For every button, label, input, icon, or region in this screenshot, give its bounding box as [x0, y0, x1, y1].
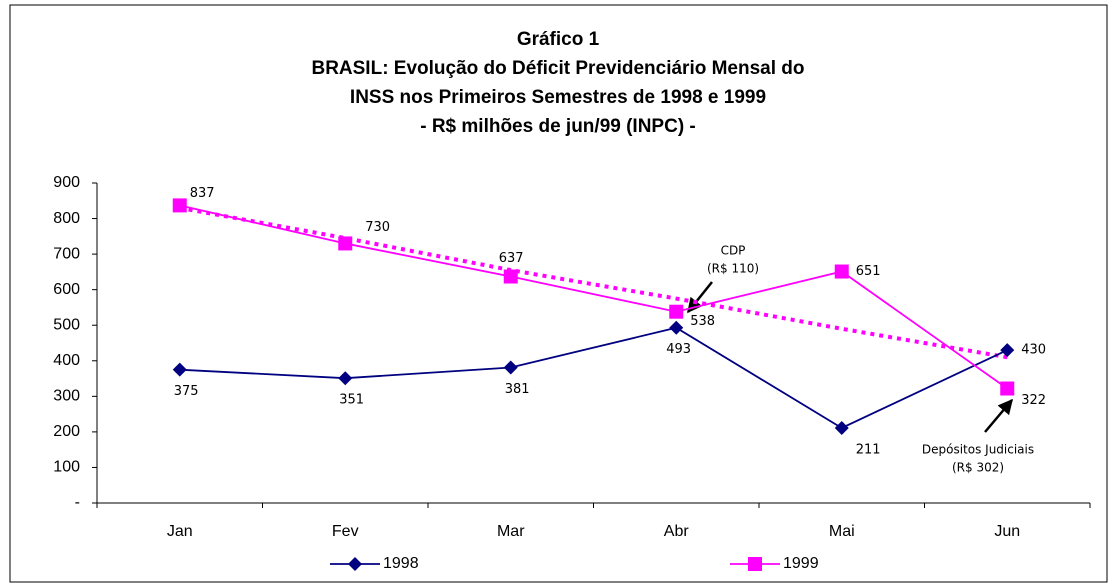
point-marker — [503, 360, 518, 375]
x-tick-label: Jan — [167, 523, 193, 540]
data-label: 351 — [339, 393, 364, 408]
annotation-arrow — [984, 398, 1013, 433]
x-tick-label: Jun — [994, 523, 1020, 540]
annotation: CDP — [721, 244, 746, 258]
point-marker — [669, 320, 684, 335]
x-tick-label: Fev — [332, 523, 359, 540]
data-label: 493 — [666, 342, 691, 357]
data-label: 637 — [499, 251, 524, 266]
chart-title: INSS nos Primeiros Semestres de 1998 e 1… — [350, 87, 766, 108]
point-marker — [748, 557, 762, 571]
chart-title: BRASIL: Evolução do Déficit Previdenciár… — [311, 58, 804, 79]
annotation: Depósitos Judiciais — [922, 443, 1034, 457]
point-marker — [503, 269, 518, 284]
data-label: 322 — [1021, 393, 1046, 408]
y-tick-label: 700 — [53, 245, 80, 262]
chart-border — [9, 4, 1108, 583]
y-tick-label: 100 — [53, 459, 80, 476]
x-tick-label: Abr — [664, 523, 690, 540]
data-label: 211 — [856, 442, 881, 457]
y-tick-label: 800 — [53, 210, 80, 227]
y-tick-label: 600 — [53, 281, 80, 298]
x-tick-label: Mar — [497, 523, 525, 540]
point-marker — [338, 371, 353, 386]
chart-title: Gráfico 1 — [517, 29, 600, 50]
x-tick-label: Mai — [829, 523, 855, 540]
data-label: 375 — [174, 384, 199, 399]
point-marker — [1000, 343, 1015, 358]
point-marker — [669, 304, 684, 319]
data-label: 381 — [505, 382, 530, 397]
series-line — [179, 204, 1008, 390]
point-marker — [338, 236, 353, 251]
point-marker — [172, 198, 187, 213]
point-marker — [172, 362, 187, 377]
series-line — [179, 326, 1008, 429]
point-marker — [1000, 381, 1015, 396]
y-tick-label: 900 — [53, 174, 80, 191]
point-marker — [834, 264, 849, 279]
y-tick-label: 500 — [53, 316, 80, 333]
annotation: (R$ 302) — [952, 461, 1004, 475]
y-tick-label: 300 — [53, 388, 80, 405]
y-tick-label: - — [75, 494, 80, 511]
legend-label: 1998 — [383, 555, 419, 572]
data-label: 837 — [190, 186, 215, 201]
data-label: 730 — [365, 220, 390, 235]
point-marker — [348, 557, 362, 571]
data-label: 430 — [1021, 343, 1046, 358]
y-tick-label: 200 — [53, 423, 80, 440]
data-label: 538 — [690, 314, 715, 329]
point-marker — [834, 420, 849, 435]
y-tick-label: 400 — [53, 352, 80, 369]
legend-label: 1999 — [783, 555, 819, 572]
data-label: 651 — [856, 264, 881, 279]
annotation: (R$ 110) — [707, 262, 759, 276]
chart-title: - R$ milhões de jun/99 (INPC) - — [420, 116, 696, 137]
